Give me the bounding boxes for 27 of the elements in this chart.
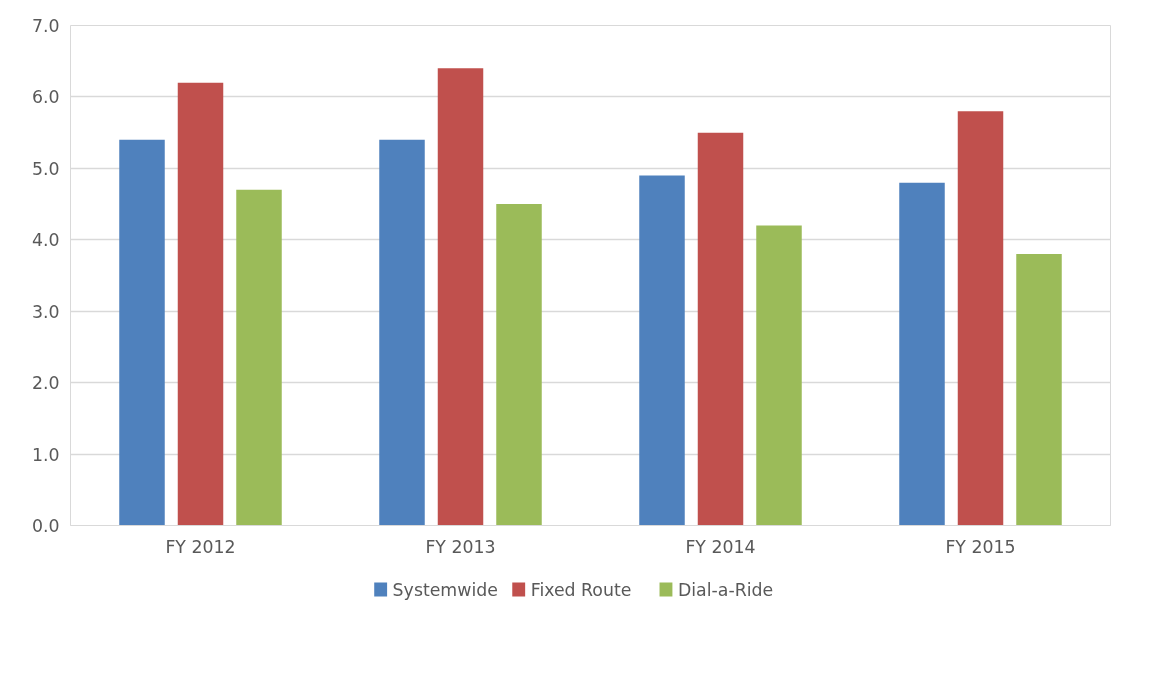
bar — [379, 139, 425, 526]
bar — [437, 68, 484, 526]
y-tick-label: 6.0 — [31, 87, 60, 108]
bar — [119, 139, 165, 526]
y-tick-label: 0.0 — [31, 516, 60, 536]
y-tick-label: 7.0 — [31, 16, 60, 36]
bar — [756, 225, 802, 526]
y-tick-label: 3.0 — [31, 301, 60, 322]
x-tick-label: FY 2015 — [945, 536, 1016, 557]
y-tick-label: 1.0 — [31, 444, 60, 465]
x-tick-label: FY 2014 — [685, 536, 756, 557]
bar — [639, 175, 685, 526]
x-tick-label: FY 2012 — [165, 536, 236, 557]
bar — [1016, 254, 1062, 526]
bar — [496, 204, 542, 526]
y-tick-label: 5.0 — [31, 158, 60, 179]
x-tick-label: FY 2013 — [425, 536, 496, 557]
y-tick-label: 2.0 — [31, 373, 60, 394]
legend-label: Fixed Route — [530, 579, 632, 600]
bar — [236, 189, 282, 526]
bar — [177, 82, 224, 526]
bar — [697, 132, 744, 526]
bar — [957, 111, 1004, 526]
legend-label: Systemwide — [392, 579, 498, 600]
y-tick-label: 4.0 — [31, 230, 60, 251]
legend-label: Dial-a-Ride — [677, 579, 774, 600]
bar — [899, 182, 945, 526]
